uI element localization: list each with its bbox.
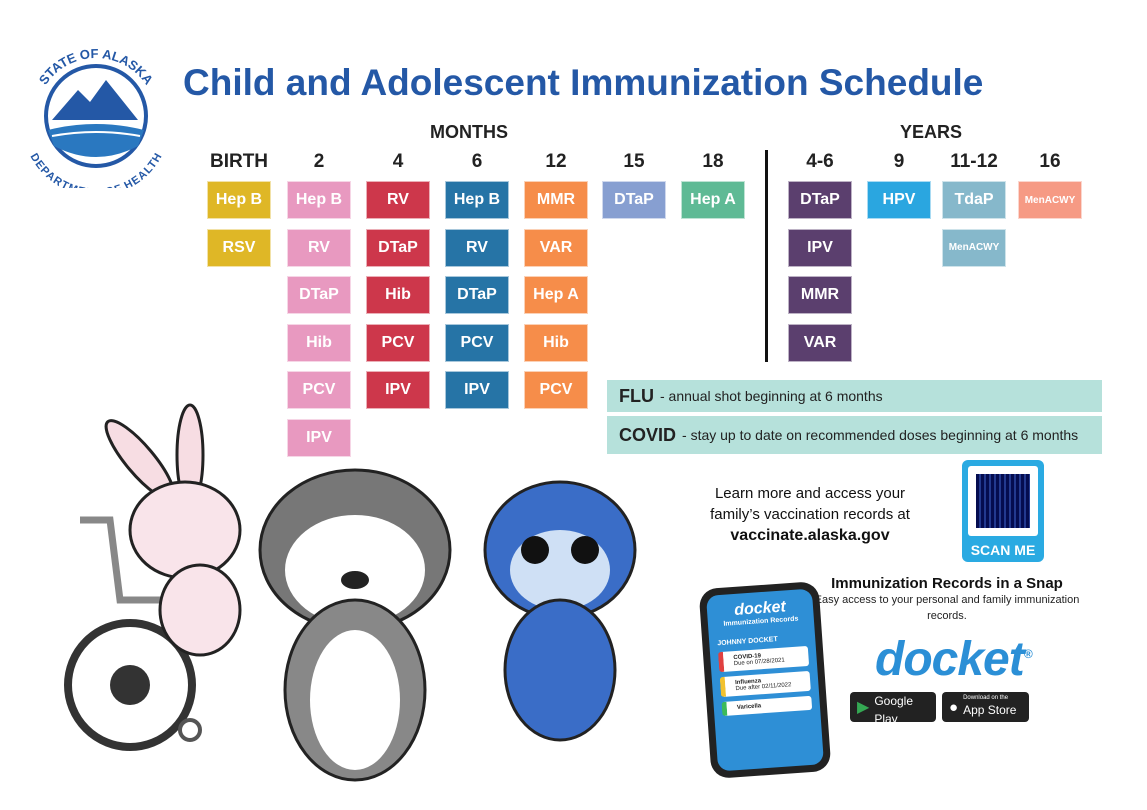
vaccine-box: RSV [207, 228, 271, 267]
learn-more-text: Learn more and access your family’s vacc… [690, 483, 930, 546]
vaccine-box: MMR [524, 181, 588, 219]
phone-card: COVID-19 Due on 07/28/2021 [717, 645, 810, 673]
vaccine-box: Hep A [681, 181, 745, 219]
qr-code[interactable]: SCAN ME [962, 460, 1044, 562]
flu-label: FLU [619, 385, 654, 406]
age-header: 6 [471, 151, 483, 172]
vaccinate-link[interactable]: vaccinate.alaska.gov [730, 527, 890, 544]
vaccine-box: PCV [366, 323, 430, 362]
vaccine-box: RV [287, 228, 351, 267]
years-label: YEARS [900, 122, 963, 142]
age-header: 12 [545, 151, 567, 172]
age-header: 11-12 [950, 151, 998, 172]
snap-heading: Immunization Records in a Snap [831, 575, 1063, 592]
mascot-illustration [64, 403, 637, 782]
vaccine-box: PCV [287, 371, 351, 410]
months-years-divider [765, 150, 768, 362]
vaccine-box: Hep B [287, 181, 351, 219]
vaccine-box: Hep B [207, 181, 271, 219]
vaccine-box: VAR [524, 228, 588, 267]
app-store-button[interactable]: ● Download on the App Store [942, 692, 1029, 722]
age-header: 16 [1039, 151, 1061, 172]
vaccine-box: PCV [445, 323, 509, 362]
vaccine-box: HPV [867, 181, 931, 219]
vaccine-box: Hib [524, 323, 588, 362]
vaccine-box: DTaP [366, 228, 430, 267]
docket-logo: docket® [875, 633, 1033, 686]
apple-icon: ● [949, 698, 959, 716]
google-play-button[interactable]: ▶ GET IT ON Google Play [850, 686, 936, 726]
vaccine-box: DTaP [788, 181, 852, 219]
age-header: 4-6 [806, 151, 834, 172]
vaccine-box: RV [445, 228, 509, 267]
vaccine-box: Hib [366, 276, 430, 315]
snap-section: Immunization Records in a Snap Easy acce… [812, 575, 1082, 624]
husky-mascot [258, 468, 452, 782]
covid-banner: COVID - stay up to date on recommended do… [607, 416, 1102, 454]
age-header: 2 [313, 151, 325, 172]
covid-label: COVID [619, 424, 677, 445]
flu-text: - annual shot beginning at 6 months [660, 388, 883, 404]
vaccine-box: DTaP [287, 276, 351, 315]
age-header: 4 [392, 151, 404, 172]
age-header: 15 [623, 151, 645, 172]
vaccine-box: Hib [287, 323, 351, 362]
qr-code-image [976, 474, 1030, 528]
vaccine-box: MenACWY [1018, 181, 1082, 219]
bunny-mascot [104, 403, 242, 657]
learn-line-2: family’s vaccination records at [710, 506, 910, 523]
state-of-alaska-dept-of-health-logo: STATE OF ALASKA DEPARTMENT OF HEALTH [18, 40, 174, 199]
months-label: MONTHS [430, 122, 508, 142]
phone-user: JOHNNY DOCKET [717, 636, 778, 648]
vaccine-box: PCV [524, 371, 588, 410]
snap-subtext: Easy access to your personal and family … [814, 594, 1080, 622]
phone-card: Varicella [721, 695, 813, 717]
page-title: Child and Adolescent Immunization Schedu… [183, 62, 984, 103]
google-play-icon: ▶ [857, 699, 870, 716]
vaccine-box: TdaP [942, 181, 1006, 219]
age-header: 9 [893, 151, 905, 172]
age-header: 18 [702, 151, 724, 172]
vaccine-box: IPV [287, 419, 351, 457]
scan-me-label: SCAN ME [970, 542, 1036, 558]
vaccine-box: IPV [445, 371, 509, 410]
covid-text: - stay up to date on recommended doses b… [682, 427, 1079, 443]
learn-line-1: Learn more and access your [714, 485, 906, 502]
vaccine-box: DTaP [445, 276, 509, 315]
vaccine-box: MenACWY [942, 228, 1006, 267]
vaccine-box: VAR [788, 323, 852, 362]
vaccine-box: MMR [788, 276, 852, 315]
vaccine-box: RV [366, 181, 430, 219]
vaccine-box: IPV [366, 371, 430, 410]
phone-card: Influenza Due after 02/11/2022 [719, 670, 811, 698]
flu-banner: FLU - annual shot beginning at 6 months [607, 380, 1102, 412]
vaccine-box: DTaP [602, 181, 666, 219]
vaccine-box: Hep A [524, 276, 588, 315]
fox-mascot [483, 480, 637, 742]
vaccine-box: IPV [788, 228, 852, 267]
age-header: BIRTH [209, 151, 269, 172]
vaccine-box: Hep B [445, 181, 509, 219]
